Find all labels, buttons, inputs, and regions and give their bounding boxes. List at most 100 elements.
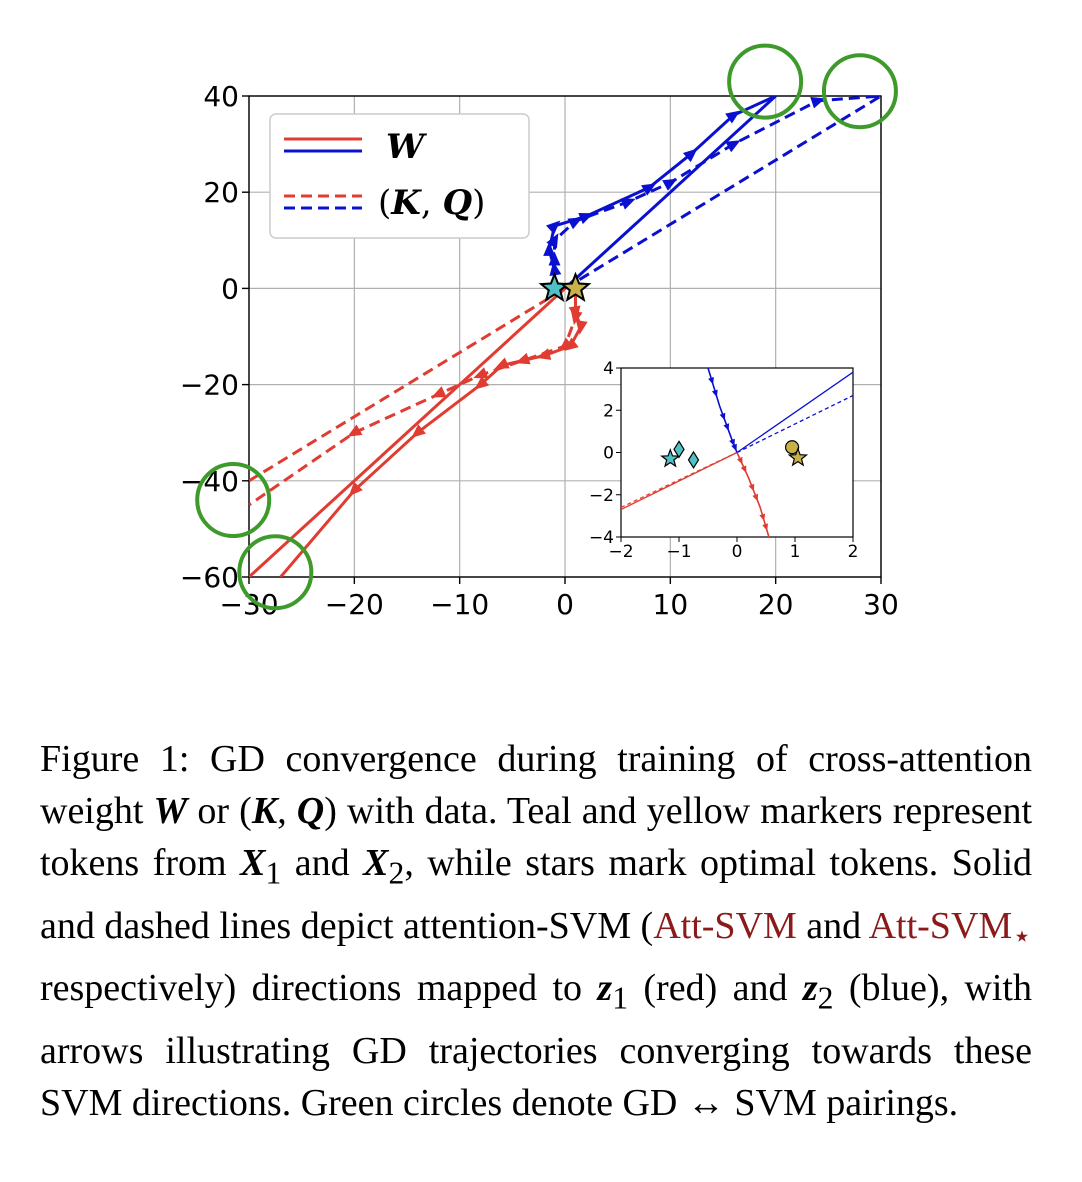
caption-text: (red) and: [628, 967, 803, 1010]
caption-link-att-svm-star[interactable]: Att-SVM: [868, 904, 1013, 947]
y-tick-label: 0: [221, 272, 239, 305]
series-line-1: [249, 287, 566, 483]
caption-sub: 2: [388, 855, 405, 891]
caption-math-z2: z: [802, 967, 818, 1010]
gd-arrow: [567, 217, 583, 230]
gd-arrow: [348, 481, 363, 497]
caption-text: or (: [187, 790, 252, 832]
inset-y-tick-label: −4: [589, 528, 614, 548]
caption-link-att-svm[interactable]: Att-SVM: [653, 904, 797, 947]
x-tick-label: −10: [430, 588, 489, 621]
y-tick-label: −60: [180, 561, 239, 594]
inset-svm-line: [621, 451, 738, 508]
x-tick-label: 10: [653, 588, 689, 621]
caption-math-x1: X: [240, 842, 266, 884]
caption-label: Figure 1:: [40, 738, 190, 780]
y-tick-label: 20: [203, 176, 239, 209]
gd-svm-pairing-circle: [195, 462, 272, 539]
inset-gd-arrow: [736, 456, 743, 465]
inset-x-tick-label: 2: [848, 542, 859, 562]
x-tick-label: −20: [325, 588, 384, 621]
y-tick-label: 40: [203, 80, 239, 113]
caption-math-x2: X: [363, 842, 389, 884]
gd-arrow: [725, 140, 741, 153]
gd-arrow: [431, 386, 447, 398]
inset-x-tick-label: 1: [790, 542, 801, 562]
gd-arrow: [473, 367, 489, 379]
inset-y-tick-label: 2: [603, 401, 614, 421]
series-line-3: [564, 96, 881, 290]
inset-gd-arrow: [723, 423, 730, 431]
series-line-2: [563, 96, 777, 290]
caption-text: ) with data. Teal and yellow markers rep…: [40, 790, 1033, 884]
caption-math-z1: z: [597, 967, 613, 1010]
legend-label-kq: (K, Q): [378, 183, 485, 223]
caption-sub: 1: [265, 855, 282, 891]
gd-arrow: [548, 251, 561, 266]
x-tick-label: −30: [219, 588, 278, 621]
inset-gd-arrow: [762, 523, 769, 531]
caption-text: ,: [277, 790, 297, 832]
inset-gd-line: [736, 452, 770, 537]
inset-diamond-marker: [687, 450, 700, 470]
caption-text: respectively) directions mapped to: [40, 967, 598, 1010]
gd-arrow: [575, 320, 588, 335]
legend-label-w: W: [386, 127, 427, 167]
caption-text: , while stars mark optimal tokens. Solid…: [40, 842, 1032, 947]
inset-svm-line: [736, 371, 853, 454]
gd-arrow: [546, 220, 561, 235]
caption-sub: ⋆: [1012, 918, 1032, 954]
caption-math-w: W: [153, 790, 188, 832]
inset-gd-arrow: [752, 493, 758, 502]
gd-svm-pairing-circle: [821, 53, 898, 130]
inset-svm-line: [736, 394, 853, 454]
inset-y-tick-label: 4: [603, 359, 614, 379]
optimal-token-star: [559, 271, 592, 302]
gd-arrow: [515, 352, 531, 365]
series-line-5: [249, 293, 577, 507]
inset-star-marker: [660, 448, 681, 468]
series-layer: [249, 96, 881, 577]
inset-circle-marker: [784, 440, 800, 455]
inset-gd-arrow: [759, 513, 766, 522]
inset-gd-arrow: [729, 438, 735, 447]
inset-gd-arrow: [708, 376, 714, 385]
x-tick-label: 30: [863, 588, 899, 621]
gd-arrow: [494, 357, 510, 369]
gd-arrow: [641, 183, 657, 196]
inset-gd-arrow: [731, 443, 737, 452]
inset-diamond-marker: [673, 440, 685, 459]
gd-arrow: [558, 337, 574, 352]
series-line-6: [547, 96, 777, 284]
caption-sub: 2: [817, 980, 834, 1016]
inset-x-tick-label: −1: [666, 542, 691, 562]
inset-series-layer: [621, 368, 853, 537]
gd-arrow: [411, 424, 426, 438]
y-tick-label: −20: [180, 369, 239, 402]
legend: W (K, Q): [269, 113, 530, 239]
caption-sub: 1: [612, 980, 629, 1016]
y-tick-label: −40: [180, 465, 239, 498]
gd-arrow: [543, 241, 556, 256]
gd-arrow: [682, 148, 698, 163]
gd-arrow: [620, 198, 636, 210]
inset-gd-arrow: [719, 412, 726, 421]
figure-caption: Figure 1: GD convergence during training…: [40, 733, 1032, 1129]
caption-text: GD convergence during training of cross-…: [40, 738, 1032, 832]
caption-text: and: [281, 842, 364, 884]
series-line-0: [249, 287, 567, 577]
caption-math-k: K: [251, 790, 278, 832]
gd-arrow: [570, 310, 583, 326]
gd-arrow: [347, 424, 363, 437]
inset-gd-arrow: [711, 389, 718, 398]
caption-text: (blue), with arrows illustrating GD traj…: [40, 967, 1032, 1124]
inset-x-tick-label: 0: [732, 542, 743, 562]
gd-arrow: [725, 110, 741, 124]
inset-star-marker: [787, 447, 809, 467]
caption-text: and: [796, 904, 869, 947]
inset-y-tick-label: −2: [589, 486, 614, 506]
green-circles: [195, 43, 898, 611]
